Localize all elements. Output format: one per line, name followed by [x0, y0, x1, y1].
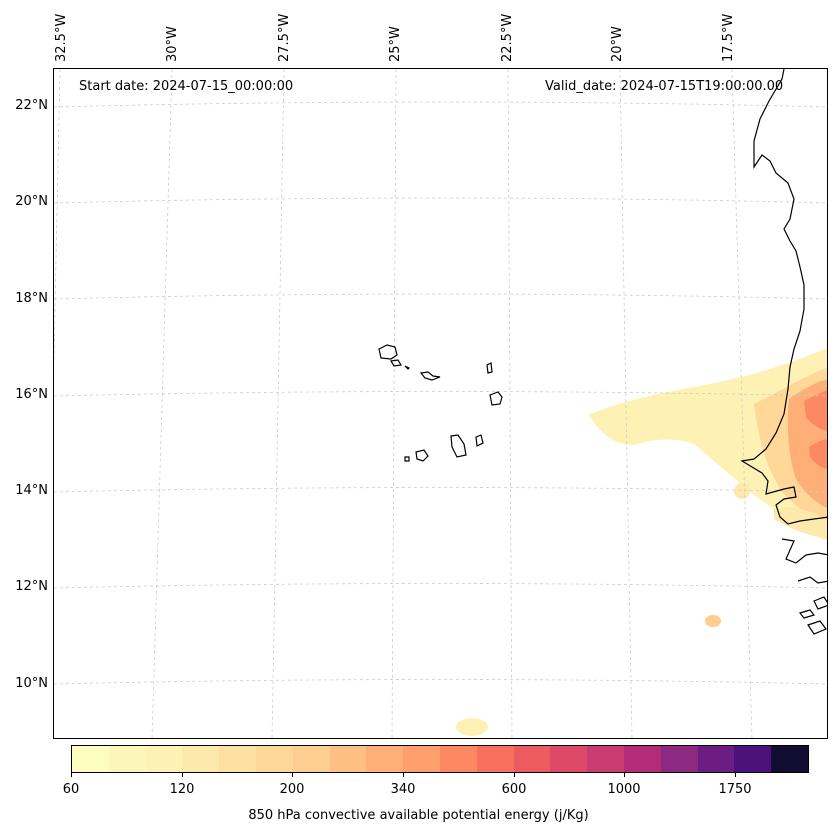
cape-verde-santiago [450, 434, 467, 458]
colorbar-tick-200: 200 [279, 782, 305, 797]
colorbar-segment [182, 746, 220, 772]
colorbar-segment [550, 746, 588, 772]
valid-date-label: Valid_date: 2024-07-15T19:00:00.00 [545, 79, 784, 94]
colorbar-segment [587, 746, 624, 772]
cape-band-peak-1 [804, 389, 827, 431]
colorbar-segment [476, 746, 514, 772]
colorbar-tickmark-1000 [624, 773, 625, 777]
colorbar-tickmark-600 [514, 773, 515, 777]
cape-band-low [589, 347, 827, 541]
lon-label-32-5: 32.5°W [54, 13, 69, 62]
lat-label-10: 10°N [15, 676, 48, 691]
colorbar-tick-1750: 1750 [718, 782, 752, 797]
cape-verde-sal [486, 362, 493, 374]
lon-label-27-5: 27.5°W [277, 13, 292, 62]
grid-lat-22 [54, 101, 827, 108]
cape-verde-sao-nicolau [419, 371, 441, 381]
grid-lat-12 [54, 583, 827, 589]
colorbar-label: 850 hPa convective available potential e… [248, 808, 589, 823]
cape-shading [456, 347, 827, 736]
grid-lon-20 [619, 69, 633, 738]
lat-label-16: 16°N [15, 387, 48, 402]
grid-lon-32-5 [54, 69, 61, 376]
lon-label-22-5: 22.5°W [500, 13, 515, 62]
gridlines [54, 69, 827, 738]
grid-lon-25 [391, 69, 397, 738]
colorbar-segment [219, 746, 256, 772]
colorbar-tickmark-1750 [735, 773, 736, 777]
colorbar-segment [366, 746, 404, 772]
cape-verde-sao-vicente [390, 359, 402, 367]
grid-lon-30 [151, 69, 173, 738]
colorbar [71, 745, 809, 773]
cape-patch-bottom [456, 718, 488, 736]
lon-label-20: 20°W [610, 26, 625, 62]
colorbar-segment [292, 746, 330, 772]
colorbar-segment [623, 746, 661, 772]
colorbar-segment [697, 746, 735, 772]
africa-coastline [740, 69, 827, 525]
colorbar-tickmark-60 [71, 773, 72, 777]
colorbar-tick-120: 120 [169, 782, 195, 797]
cape-verde-fogo [415, 449, 429, 462]
cape-verde-brava [404, 456, 410, 462]
map-canvas [54, 69, 827, 738]
cape-verde-boa-vista [489, 391, 503, 406]
lon-label-17-5: 17.5°W [721, 13, 736, 62]
grid-lon-22-5 [507, 69, 513, 738]
cape-patch-small [734, 483, 750, 499]
lat-label-14: 14°N [15, 483, 48, 498]
africa-coastline-south-2 [797, 576, 827, 584]
colorbar-tickmark-340 [403, 773, 404, 777]
colorbar-tick-60: 60 [62, 782, 80, 797]
cape-verde-maio [475, 434, 484, 447]
colorbar-segment [439, 746, 477, 772]
lon-label-25: 25°W [388, 26, 403, 62]
coastlines [378, 69, 827, 635]
colorbar-tick-340: 340 [390, 782, 416, 797]
cape-band-peak-2 [809, 439, 827, 469]
grid-lat-16 [54, 391, 827, 397]
cape-patch-island [705, 615, 721, 627]
colorbar-segment [72, 746, 109, 772]
colorbar-segment [734, 746, 772, 772]
grid-lat-20 [54, 197, 827, 204]
colorbar-segment [145, 746, 183, 772]
colorbar-segment [108, 746, 146, 772]
cape-verde-santo-antao [378, 344, 398, 360]
colorbar-segment [255, 746, 293, 772]
colorbar-segment [329, 746, 367, 772]
colorbar-segment [403, 746, 440, 772]
bijagos-islands [798, 596, 827, 635]
colorbar-segment [771, 746, 808, 772]
colorbar-segment [513, 746, 551, 772]
lat-label-18: 18°N [15, 291, 48, 306]
colorbar-tick-1000: 1000 [607, 782, 641, 797]
lat-label-12: 12°N [15, 579, 48, 594]
lon-label-30: 30°W [165, 26, 180, 62]
cape-band-south [774, 507, 827, 539]
map-panel [53, 68, 828, 739]
cape-verde-santa-luzia [404, 365, 411, 370]
grid-lat-10 [54, 679, 827, 685]
grid-lon-17-5 [731, 69, 753, 738]
grid-lat-18 [54, 293, 827, 300]
africa-coastline-south [781, 538, 827, 564]
colorbar-tickmark-200 [292, 773, 293, 777]
colorbar-tick-600: 600 [501, 782, 527, 797]
start-date-label: Start date: 2024-07-15_00:00:00 [79, 79, 294, 94]
grid-lon-27-5 [271, 69, 285, 738]
grid-lat-14 [54, 487, 827, 493]
lat-label-20: 20°N [15, 194, 48, 209]
colorbar-segment [660, 746, 698, 772]
colorbar-tickmark-120 [182, 773, 183, 777]
lat-label-22: 22°N [15, 98, 48, 113]
